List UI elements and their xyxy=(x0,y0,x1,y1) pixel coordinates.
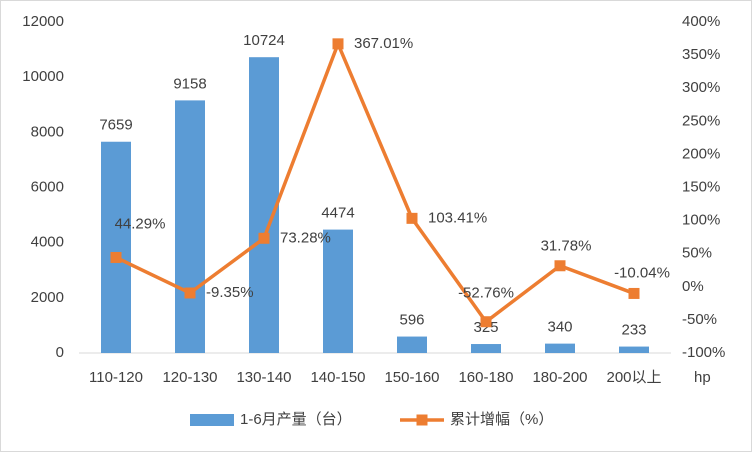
bar-value-label: 9158 xyxy=(173,75,206,92)
y-tick-label: 2000 xyxy=(31,289,64,306)
bar xyxy=(249,57,279,353)
x-tick-label: 110-120 xyxy=(89,369,143,386)
y2-tick-label: 300% xyxy=(682,79,720,96)
y2-tick-label: -100% xyxy=(682,344,725,361)
y2-tick-label: 350% xyxy=(682,46,720,63)
x-tick-label: 150-160 xyxy=(384,369,439,386)
line-marker xyxy=(110,251,122,263)
x-tick-label: 180-200 xyxy=(532,369,587,386)
y2-tick-label: 0% xyxy=(682,278,704,295)
x-tick-label: 130-140 xyxy=(236,369,291,386)
line-marker xyxy=(332,38,344,50)
y2-tick-label: 250% xyxy=(682,112,720,129)
line-value-label: 73.28% xyxy=(280,229,331,246)
line-marker xyxy=(480,316,492,328)
bar-value-label: 4474 xyxy=(321,205,354,222)
y-tick-label: 8000 xyxy=(31,123,64,140)
line-value-label: -10.04% xyxy=(614,264,670,281)
bar xyxy=(323,229,353,353)
legend-swatch xyxy=(190,414,234,426)
y2-tick-label: -50% xyxy=(682,311,717,328)
line-value-label: 31.78% xyxy=(541,238,592,255)
y2-tick-label: 200% xyxy=(682,145,720,162)
line-marker xyxy=(184,287,196,299)
legend-marker xyxy=(416,414,428,426)
y2-tick-label: 50% xyxy=(682,245,712,262)
line-marker xyxy=(406,212,418,224)
line-value-label: 103.41% xyxy=(428,209,487,226)
y-tick-label: 6000 xyxy=(31,178,64,195)
y-tick-label: 4000 xyxy=(31,234,64,251)
x-tick-label: 120-130 xyxy=(162,369,217,386)
bar xyxy=(545,343,575,353)
y-tick-label: 0 xyxy=(56,344,64,361)
line-marker xyxy=(628,287,640,299)
line xyxy=(115,39,635,325)
y2-tick-label: 150% xyxy=(682,178,720,195)
bar xyxy=(101,141,131,353)
bar-value-label: 233 xyxy=(621,322,646,339)
line-marker xyxy=(258,232,270,244)
line-value-label: -52.76% xyxy=(458,285,514,302)
bar-value-label: 325 xyxy=(473,319,498,336)
y2-tick-label: 400% xyxy=(682,13,720,30)
legend-label: 1-6月产量（台） xyxy=(240,411,352,428)
y-tick-label: 10000 xyxy=(22,68,64,85)
line-value-label: 44.29% xyxy=(115,215,166,232)
bar xyxy=(397,336,427,353)
line-value-label: -9.35% xyxy=(206,284,254,301)
x-tick-label: 140-150 xyxy=(310,369,365,386)
x-tick-label: 160-180 xyxy=(458,369,513,386)
bar-value-label: 596 xyxy=(399,312,424,329)
y-tick-label: 12000 xyxy=(22,13,64,30)
x-tick-label: 200以上 xyxy=(606,369,661,386)
x-axis-label: hp xyxy=(694,369,711,386)
line-value-label: 367.01% xyxy=(354,35,413,52)
legend-label: 累计增幅（%） xyxy=(450,411,553,428)
line-marker xyxy=(554,260,566,272)
bar xyxy=(619,346,649,353)
bar-value-label: 340 xyxy=(547,319,572,336)
bar-value-label: 7659 xyxy=(99,117,132,134)
bar xyxy=(175,100,205,353)
bar xyxy=(471,344,501,353)
y2-tick-label: 100% xyxy=(682,212,720,229)
bar-value-label: 10724 xyxy=(243,32,285,49)
